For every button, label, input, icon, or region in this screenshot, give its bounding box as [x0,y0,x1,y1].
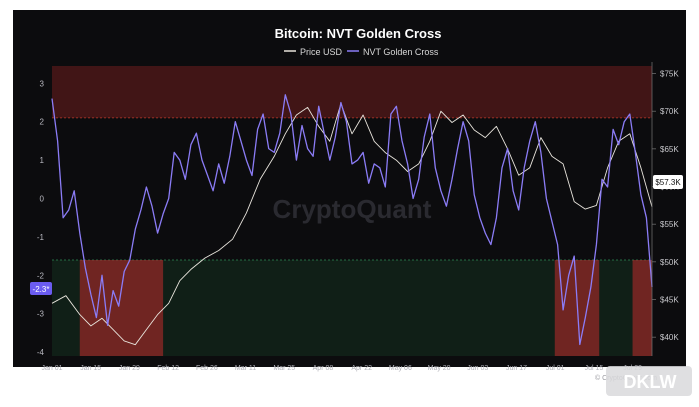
series-layer [51,94,653,346]
current-price-label: $57.3K [655,178,681,187]
series-line-nvt-golden-cross [51,94,653,346]
x-axis-tick-label: Jun 03 [467,365,488,372]
right-axis-tick-label: $50K [660,258,679,267]
current-price-badge [653,175,683,189]
left-axis-tick-label: 1 [40,156,45,165]
x-axis-tick-label: May 06 [389,365,412,372]
x-axis-tick-label: Feb 12 [157,365,179,372]
highlight-zone-3 [632,259,652,356]
x-axis-tick-label: May 20 [428,365,451,372]
right-axis-tick-label: $45K [660,296,679,305]
right-axis-tick-label: $65K [660,145,679,154]
brand-badge-text: DKLW [624,372,677,392]
legend: Price USD NVT Golden Cross [284,47,439,57]
current-nvt-label: -2.3* [33,285,50,294]
watermark-text: CryptoQuant [273,194,432,224]
legend-price-label: Price USD [300,47,343,57]
brand-badge-bg [606,366,692,396]
series-line-price-usd [51,103,653,346]
left-axis-tick-label: 0 [40,195,45,204]
x-axis-tick-label: Jul 01 [546,365,565,372]
x-axis-tick-label: Feb 26 [196,365,218,372]
left-axis-tick-label: -1 [37,233,45,242]
x-axis-tick-label: Mar 25 [273,365,295,372]
right-axis-tick-label: $75K [660,70,679,79]
x-axis-tick-label: Jan 29 [119,365,140,372]
legend-nvt-label: NVT Golden Cross [363,47,439,57]
chart-title: Bitcoin: NVT Golden Cross [275,26,442,41]
right-axis-tick-label: $55K [660,220,679,229]
brand-badge: DKLW [606,366,692,396]
left-axis-tick-label: -4 [37,348,45,357]
highlight-zone-1 [79,259,164,356]
x-axis-tick-label: Jul 15 [585,365,604,372]
right-axis-tick-label: $40K [660,333,679,342]
x-axis-tick-label: Jan 01 [41,365,62,372]
x-axis-tick-label: Apr 22 [351,365,372,372]
current-nvt-badge [30,282,52,295]
left-axis-tick-label: -3 [37,310,45,319]
left-axis-tick-label: 3 [40,79,45,88]
left-axis-tick-label: -2 [37,271,45,280]
x-axis-tick-label: Mar 11 [235,365,256,372]
right-axis-tick-label: $70K [660,107,679,116]
band-overbought [52,66,652,118]
x-axis-tick-label: Jun 17 [506,365,527,372]
left-axis-tick-label: 2 [40,118,45,127]
x-axis-tick-label: Jan 15 [80,365,101,372]
current-value-labels: -2.3* $57.3K [30,175,683,295]
x-axis-tick-label: Apr 08 [313,365,334,372]
